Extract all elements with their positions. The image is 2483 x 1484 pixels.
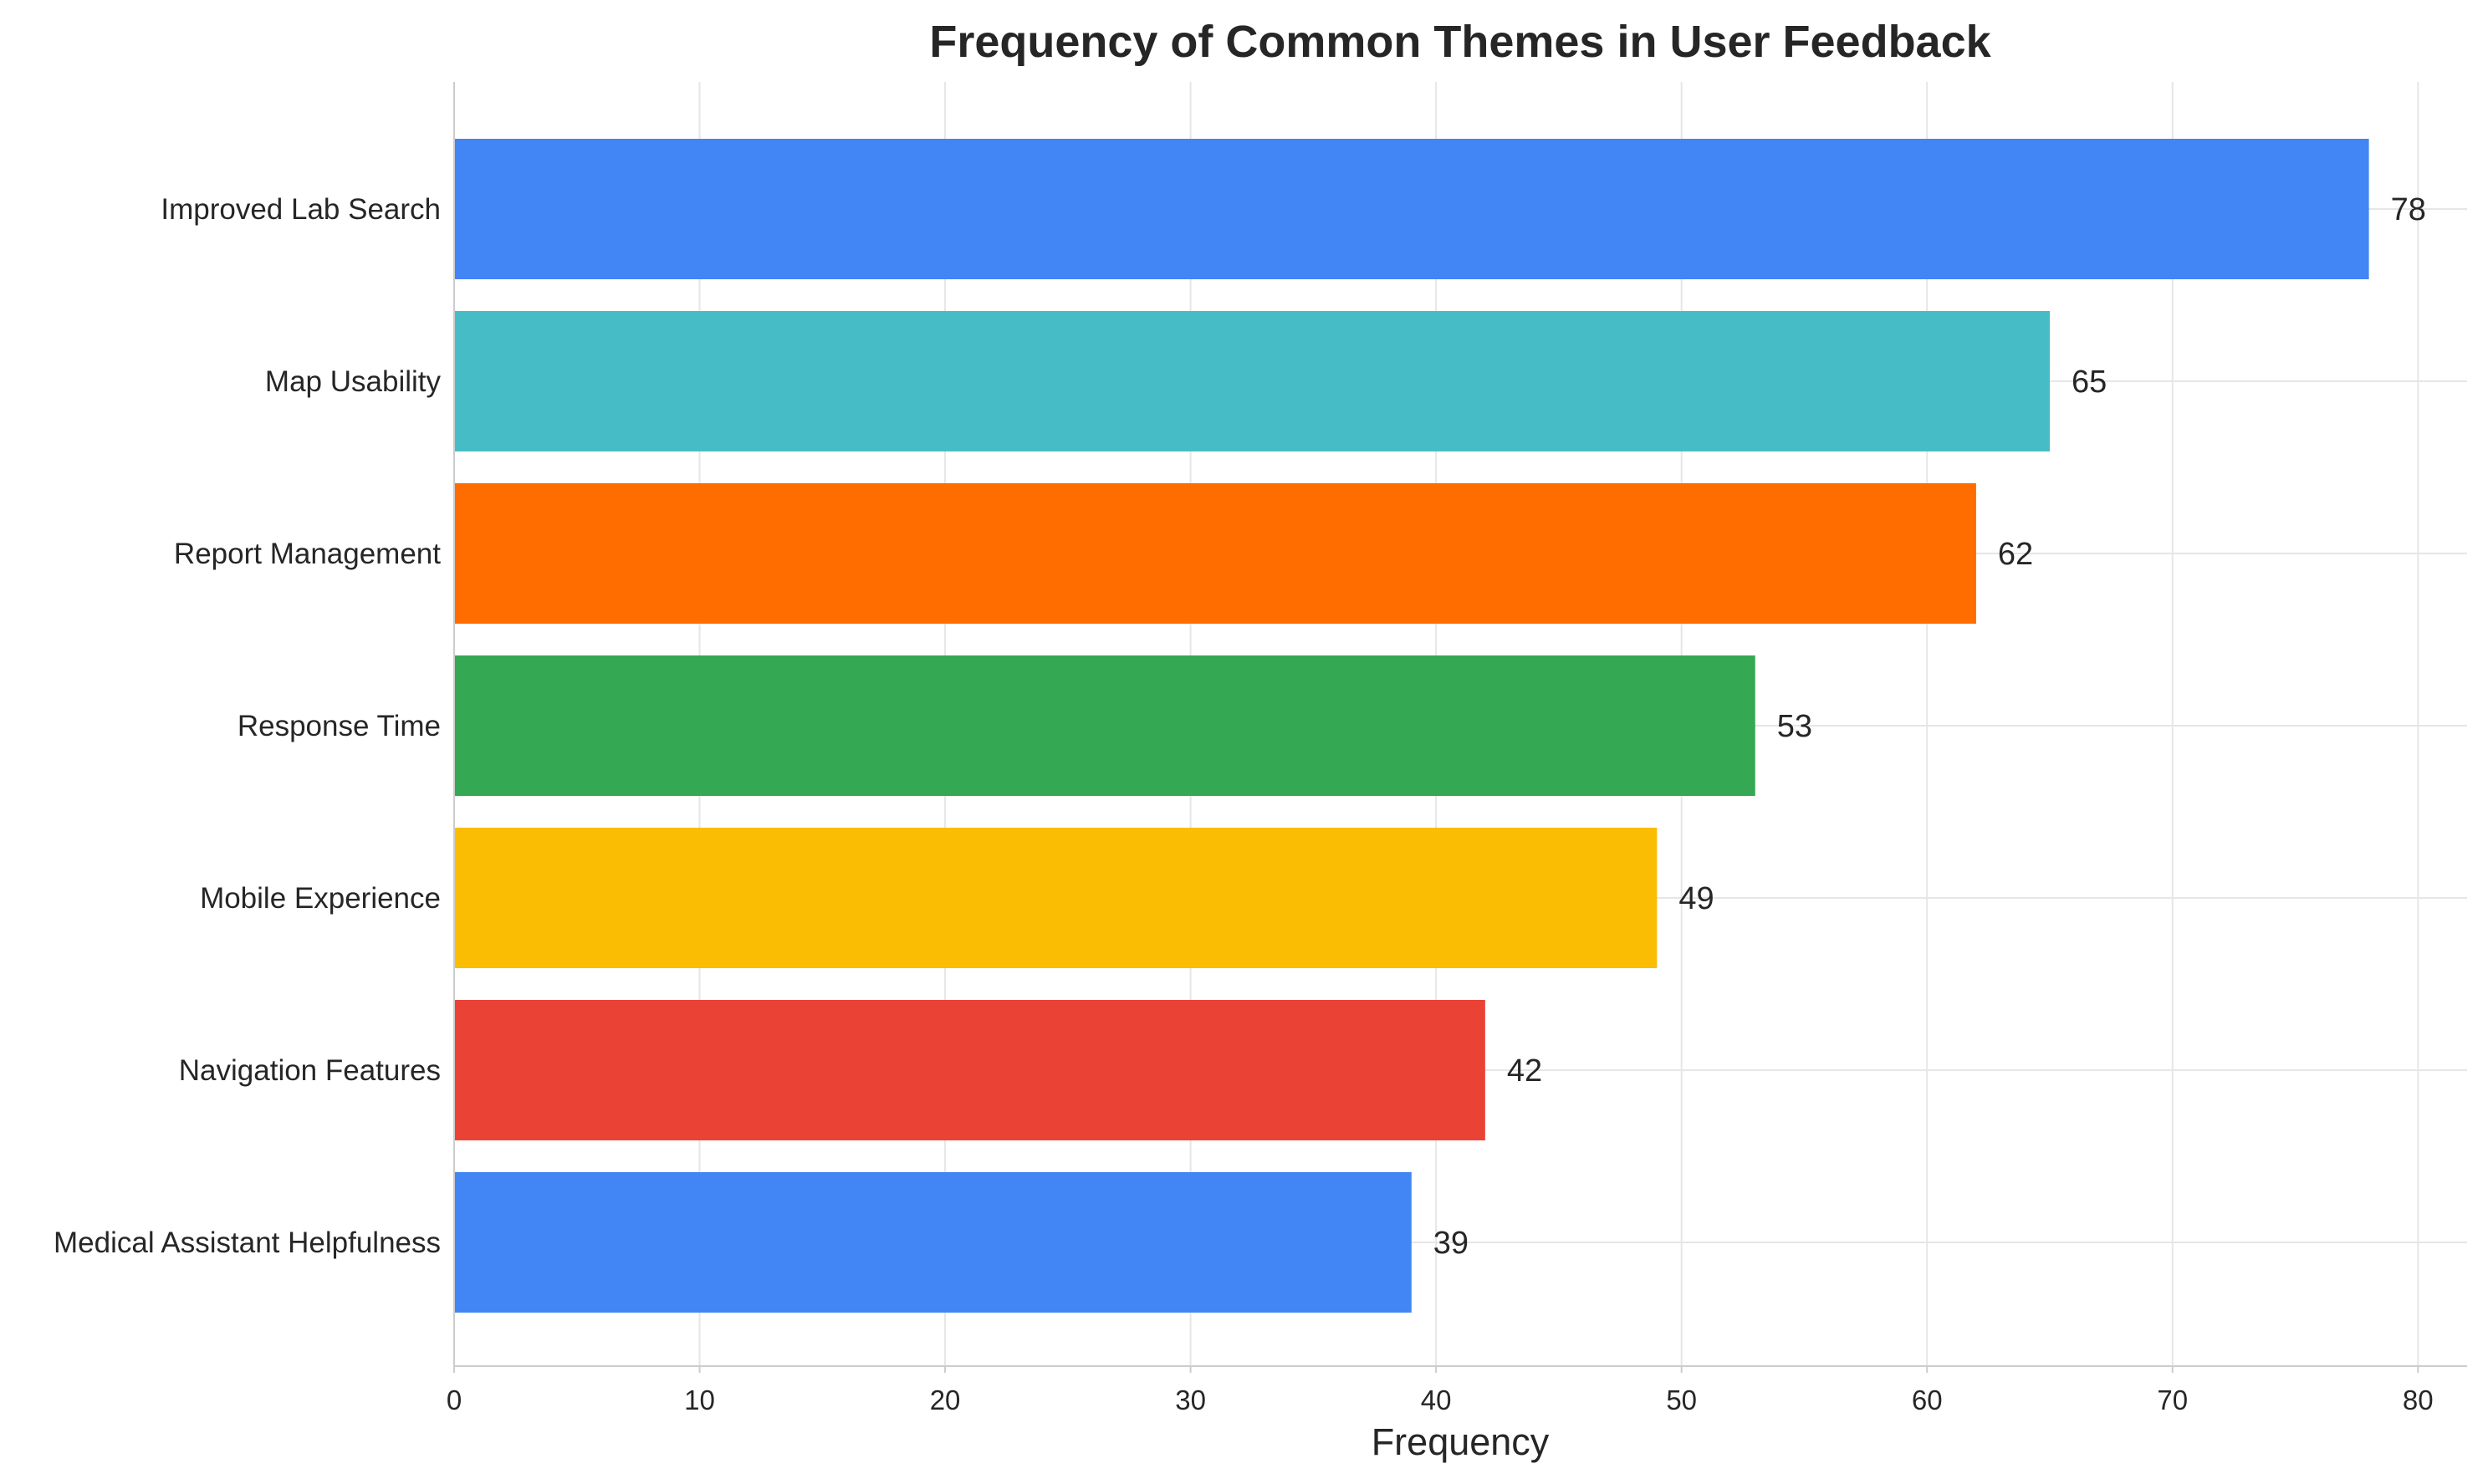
data-label: 62 <box>1998 537 2033 572</box>
x-tick-label: 50 <box>1666 1385 1697 1415</box>
data-label: 53 <box>1777 709 1812 744</box>
data-label: 78 <box>2391 192 2426 227</box>
bars <box>454 139 2369 1313</box>
bar <box>454 139 2369 279</box>
y-tick-label: Navigation Features <box>179 1054 441 1087</box>
x-tick-label: 20 <box>930 1385 961 1415</box>
y-tick-label: Medical Assistant Helpfulness <box>54 1226 441 1259</box>
x-tick-label: 40 <box>1421 1385 1452 1415</box>
bar <box>454 1172 1412 1313</box>
labels: 78 Improved Lab Search 65 Map Usability 62 Re… <box>54 192 2434 1415</box>
y-tick-label: Report Management <box>174 538 441 570</box>
x-tick-label: 30 <box>1175 1385 1206 1415</box>
x-tick-label: 70 <box>2157 1385 2188 1415</box>
y-tick-label: Response Time <box>238 710 441 742</box>
bar <box>454 311 2050 451</box>
x-tick-label: 0 <box>447 1385 462 1415</box>
y-tick-label: Map Usability <box>265 365 442 398</box>
x-tick-label: 80 <box>2403 1385 2434 1415</box>
bar <box>454 1000 1485 1140</box>
x-tick-label: 60 <box>1912 1385 1943 1415</box>
data-label: 39 <box>1433 1226 1469 1261</box>
bar <box>454 828 1658 968</box>
data-label: 65 <box>2072 365 2107 400</box>
axes <box>453 82 2467 1373</box>
y-tick-label: Mobile Experience <box>200 882 441 915</box>
x-tick-label: 10 <box>684 1385 715 1415</box>
x-axis-label: Frequency <box>1372 1420 1550 1463</box>
data-label: 49 <box>1678 881 1714 916</box>
bar <box>454 483 1976 624</box>
y-tick-label: Improved Lab Search <box>161 193 441 226</box>
data-label: 42 <box>1507 1053 1542 1089</box>
chart-title: Frequency of Common Themes in User Feedb… <box>929 17 1991 67</box>
bar <box>454 655 1755 796</box>
